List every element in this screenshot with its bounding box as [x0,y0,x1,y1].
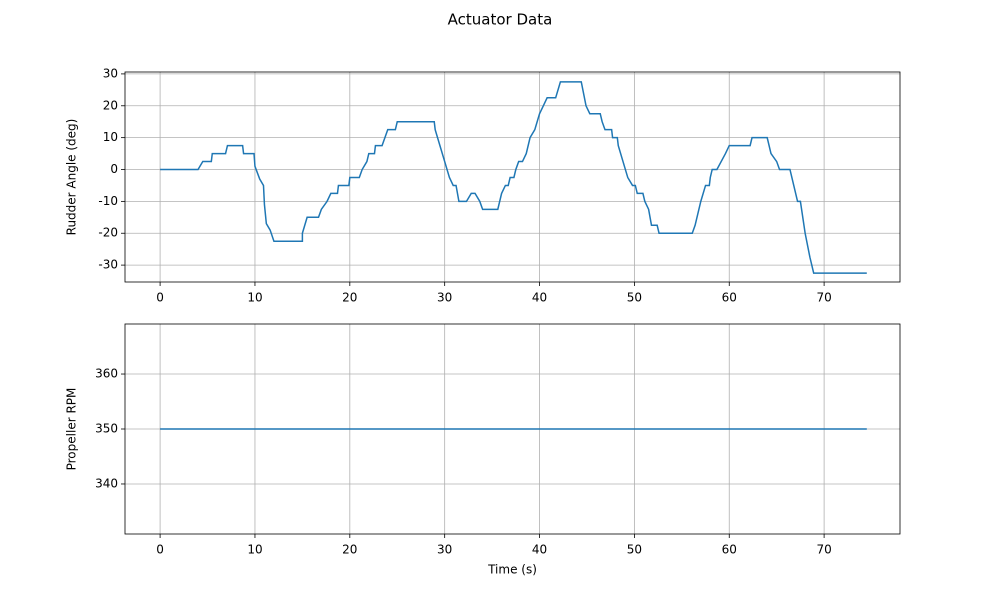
y-tick-label: 340 [95,476,118,490]
axes-frame [124,323,901,535]
y-tick-label: 0 [110,162,118,176]
y-tick-label: -20 [98,226,118,240]
x-tick-label: 70 [816,543,831,557]
y-axis-label: Propeller RPM [65,388,79,471]
x-tick-label: 20 [342,291,357,305]
x-tick-label: 30 [437,291,452,305]
y-axis-label: Rudder Angle (deg) [65,119,79,236]
x-tick-label: 10 [247,291,262,305]
x-tick-label: 60 [722,543,737,557]
x-axis-label: Time (s) [487,563,537,577]
x-tick-label: 0 [156,543,164,557]
axes-frame [124,71,901,283]
y-tick-label: -30 [98,258,118,272]
y-tick-label: 360 [95,367,118,381]
x-tick-label: 0 [156,291,164,305]
y-tick-label: 20 [103,98,118,112]
x-tick-label: 50 [627,543,642,557]
x-tick-label: 60 [722,291,737,305]
y-tick-label: 350 [95,422,118,436]
y-tick-label: 30 [103,66,118,80]
x-tick-label: 10 [247,543,262,557]
x-tick-label: 70 [816,291,831,305]
y-tick-label: -10 [98,194,118,208]
x-tick-label: 40 [532,543,547,557]
data-line [160,81,867,274]
y-tick-label: 10 [103,130,118,144]
x-tick-label: 50 [627,291,642,305]
x-tick-label: 20 [342,543,357,557]
x-tick-label: 40 [532,291,547,305]
x-tick-label: 30 [437,543,452,557]
figure-title: Actuator Data [448,11,553,29]
